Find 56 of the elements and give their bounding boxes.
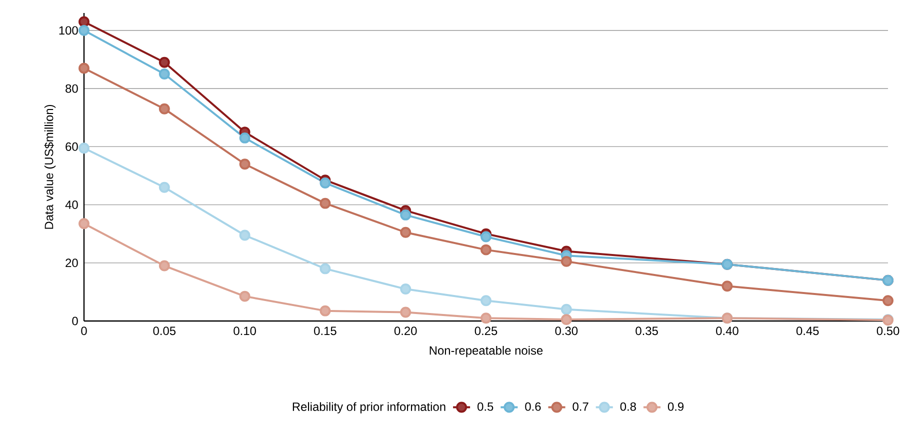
point [560,304,572,315]
point [78,24,90,36]
point [480,244,492,256]
legend-title: Reliability of prior information [292,402,446,414]
point [320,263,331,274]
point [78,62,90,74]
y-tick-label: 60 [66,142,78,151]
point [320,305,331,316]
legend-label: 0.7 [572,402,588,411]
point [882,295,894,306]
point [400,209,412,220]
point [158,182,170,193]
point [722,280,733,292]
point [158,260,170,272]
legend-label: 0.9 [668,402,684,411]
point [158,103,170,114]
y-axis-title: Data value (US$million) [44,104,56,229]
x-tick-label: 0.25 [474,326,498,336]
point [239,132,250,144]
x-tick-label: 0.15 [314,326,336,336]
point [400,306,412,318]
x-tick-label: 0.45 [796,326,819,336]
y-tick-label: 0 [72,316,78,326]
point [158,56,170,68]
point [239,158,250,170]
y-tick-label: 40 [65,200,78,209]
point [480,231,492,242]
point [320,177,331,188]
y-tick-label: 80 [66,84,78,93]
x-tick-label: 0.30 [555,326,578,336]
point [560,256,572,267]
legend-label: 0.6 [525,402,541,411]
point [400,226,412,238]
point [480,295,492,306]
point [78,16,90,28]
x-tick-label: 0.10 [234,326,256,336]
point [560,314,572,326]
point [480,312,492,324]
legend-label: 0.8 [620,402,636,411]
legend-label: 0.5 [478,402,494,411]
x-tick-label: 0.40 [716,326,738,336]
x-axis-title: Non-repeatable noise [430,346,543,358]
point [78,142,90,154]
point [239,230,250,241]
x-tick-label: 0.05 [153,326,176,336]
x-tick-label: 0.50 [876,326,900,336]
y-tick-label: 20 [66,258,78,268]
x-tick-label: 0.20 [394,326,417,336]
point [320,198,331,209]
y-tick-label: 100 [59,26,78,35]
x-tick-label: 0 [81,326,87,336]
point [239,290,250,302]
point [158,68,170,80]
x-tick-label: 0.35 [636,326,658,336]
point [400,284,412,295]
point [78,218,90,230]
